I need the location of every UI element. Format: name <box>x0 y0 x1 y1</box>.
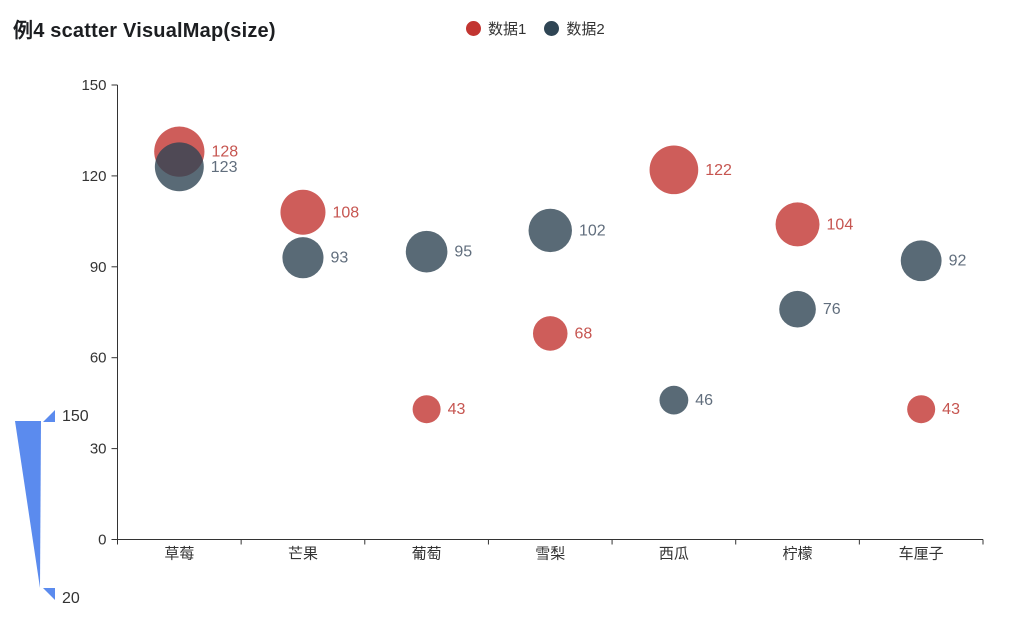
legend: 数据1 数据2 <box>466 18 605 39</box>
legend-label-series2: 数据2 <box>566 21 605 38</box>
y-tick-label: 150 <box>81 77 106 94</box>
bubble-数据2-车厘子[interactable] <box>900 240 942 282</box>
value-label: 43 <box>942 401 960 418</box>
legend-item-series1[interactable]: 数据1 <box>466 18 526 39</box>
bubble-数据1-西瓜[interactable] <box>649 145 699 195</box>
bubble-数据1-芒果[interactable] <box>280 189 326 235</box>
x-axis-label: 雪梨 <box>535 546 565 563</box>
x-axis-label: 西瓜 <box>659 546 689 563</box>
x-axis-label: 车厘子 <box>899 546 944 563</box>
legend-marker-series1-icon <box>466 21 481 36</box>
value-label: 92 <box>949 253 967 270</box>
visualmap-bar[interactable] <box>15 421 41 588</box>
value-label: 122 <box>705 162 732 179</box>
y-tick-label: 60 <box>90 350 107 367</box>
value-label: 95 <box>454 244 472 261</box>
y-tick-label: 30 <box>90 441 107 458</box>
value-label: 108 <box>332 204 359 221</box>
value-label: 102 <box>579 222 606 239</box>
value-label: 104 <box>827 216 854 233</box>
visualmap-min-label: 20 <box>62 590 80 607</box>
y-tick-label: 120 <box>81 168 106 185</box>
bubble-数据2-西瓜[interactable] <box>659 385 689 415</box>
legend-marker-series2-icon <box>544 21 560 36</box>
x-axis-label: 草莓 <box>164 546 194 563</box>
visualmap-handle-min[interactable] <box>43 588 55 600</box>
legend-label-series1: 数据1 <box>488 21 527 38</box>
visualmap-max-label: 150 <box>62 408 89 425</box>
value-label: 68 <box>575 325 593 342</box>
x-axis-label: 柠檬 <box>783 546 813 563</box>
bubble-数据1-柠檬[interactable] <box>775 202 820 247</box>
value-label: 43 <box>448 401 466 418</box>
bubble-数据2-芒果[interactable] <box>282 237 324 279</box>
value-label: 128 <box>211 144 238 161</box>
bubble-数据1-葡萄[interactable] <box>412 395 441 424</box>
bubble-数据1-车厘子[interactable] <box>907 395 936 424</box>
visualmap-handle-max[interactable] <box>43 410 55 422</box>
bubble-数据2-柠檬[interactable] <box>779 290 816 328</box>
bubble-数据2-草莓[interactable] <box>154 142 204 192</box>
x-axis-label: 葡萄 <box>412 546 442 563</box>
bubble-数据1-雪梨[interactable] <box>532 316 568 351</box>
value-label: 76 <box>823 301 841 318</box>
bubble-数据2-雪梨[interactable] <box>528 208 572 253</box>
x-axis-label: 芒果 <box>288 546 318 563</box>
y-tick-label: 90 <box>90 259 107 276</box>
y-tick-label: 0 <box>98 532 106 549</box>
legend-item-series2[interactable]: 数据2 <box>544 18 605 39</box>
bubble-数据2-葡萄[interactable] <box>405 230 448 273</box>
value-label: 93 <box>331 250 349 267</box>
value-label: 123 <box>211 159 238 176</box>
value-label: 46 <box>695 392 713 409</box>
chart-title: 例4 scatter VisualMap(size) <box>13 20 276 42</box>
